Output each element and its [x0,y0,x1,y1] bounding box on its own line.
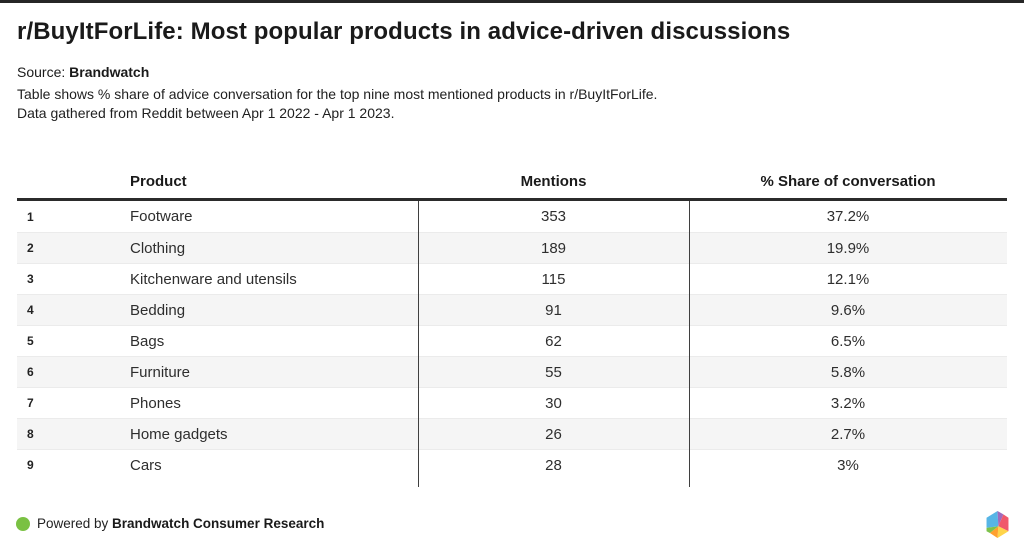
table-row: 7 Phones 30 3.2% [17,387,1007,418]
column-divider-share [689,201,690,487]
table-row: 2 Clothing 189 19.9% [17,232,1007,263]
table-body: 1 Footware 353 37.2% 2 Clothing 189 19.9… [17,201,1007,480]
row-product: Home gadgets [130,425,228,443]
column-header-mentions: Mentions [520,173,587,190]
row-product: Footware [130,208,193,225]
source-label: Source: [17,64,70,80]
row-mentions: 353 [540,208,567,225]
row-rank: 8 [27,427,34,441]
source-value: Brandwatch [69,64,150,80]
table-row: 8 Home gadgets 26 2.7% [17,418,1007,449]
data-table: Product Mentions % Share of conversation… [17,165,1007,487]
row-product: Bags [130,332,165,350]
description-line-1: Table shows % share of advice conversati… [17,86,658,102]
column-header-share: % Share of conversation [760,173,936,190]
row-mentions: 26 [545,425,562,443]
row-mentions: 189 [540,239,567,257]
row-share: 3.2% [830,394,866,412]
table-row: 6 Furniture 55 5.8% [17,356,1007,387]
description-line-2: Data gathered from Reddit between Apr 1 … [17,105,395,121]
brandwatch-hexagon-logo-icon [986,511,1009,538]
row-mentions: 28 [545,456,562,474]
row-product: Cars [130,456,162,474]
table-row: 4 Bedding 91 9.6% [17,294,1007,325]
row-share: 9.6% [830,301,866,319]
powered-by-text: Powered by Brandwatch Consumer Research [37,516,324,531]
row-rank: 4 [27,303,34,317]
footer-attribution: Powered by Brandwatch Consumer Research [16,516,324,531]
column-header-product: Product [130,173,187,190]
row-rank: 7 [27,396,34,410]
row-share: 37.2% [826,208,870,225]
row-mentions: 91 [545,301,562,319]
powered-by-brand: Brandwatch Consumer Research [112,516,325,531]
row-product: Furniture [130,363,191,381]
row-rank: 1 [27,209,34,224]
row-share: 2.7% [830,425,866,443]
row-product: Phones [130,394,181,412]
row-mentions: 62 [545,332,562,350]
row-rank: 5 [27,334,34,348]
row-share: 3% [837,456,859,474]
row-share: 5.8% [830,363,866,381]
row-share: 12.1% [826,270,870,288]
row-rank: 6 [27,365,34,379]
table-row: 3 Kitchenware and utensils 115 12.1% [17,263,1007,294]
table-row: 1 Footware 353 37.2% [17,201,1007,232]
table-row: 5 Bags 62 6.5% [17,325,1007,356]
row-product: Kitchenware and utensils [130,270,297,288]
table-row: 9 Cars 28 3% [17,449,1007,480]
column-divider-mentions [418,201,419,487]
table-header-row: Product Mentions % Share of conversation [17,165,1007,201]
powered-by-prefix: Powered by [37,516,113,531]
brandwatch-dot-icon [16,516,30,531]
row-rank: 3 [27,272,34,286]
row-share: 6.5% [830,332,866,350]
row-rank: 2 [27,241,34,255]
source-line: Source: Brandwatch [17,64,149,80]
row-mentions: 30 [545,394,562,412]
page-title: r/BuyItForLife: Most popular products in… [17,18,791,45]
row-share: 19.9% [826,239,870,257]
row-product: Clothing [130,239,186,257]
row-rank: 9 [27,458,34,472]
row-product: Bedding [130,301,186,319]
row-mentions: 55 [545,363,562,381]
row-mentions: 115 [541,270,566,288]
